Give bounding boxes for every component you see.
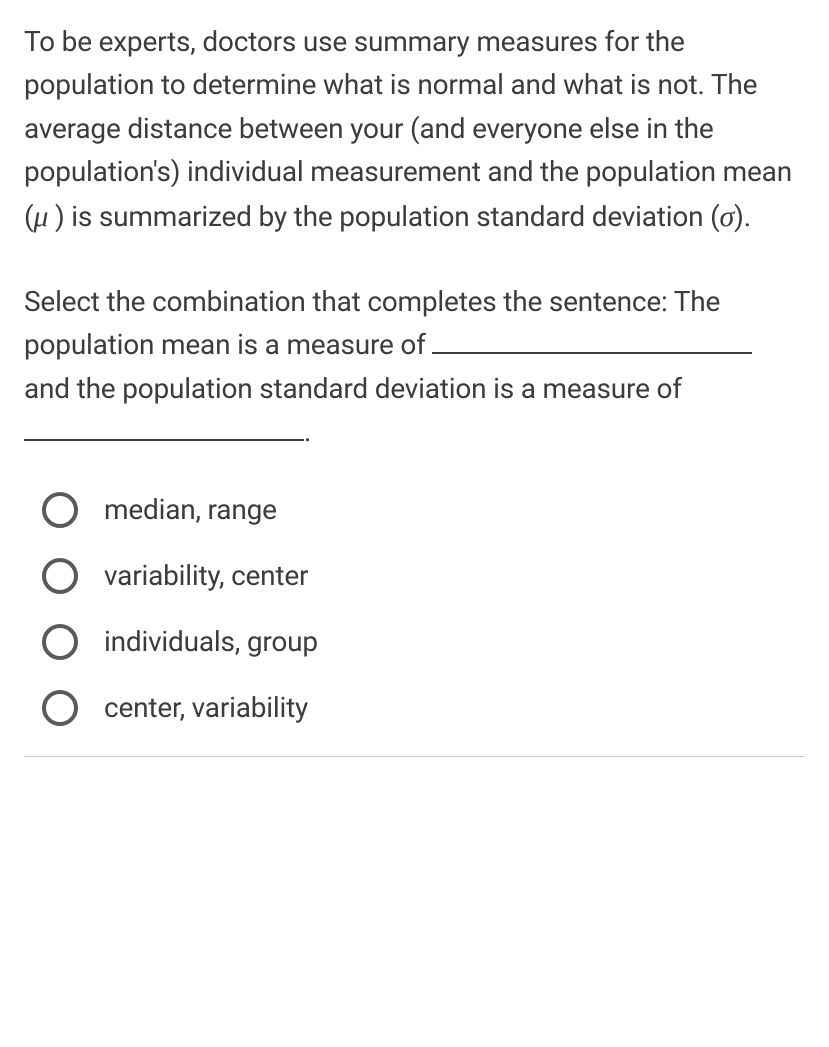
option-label: individuals, group xyxy=(104,625,318,658)
paragraph-text-2: ) is summarized by the population standa… xyxy=(48,200,719,233)
radio-icon xyxy=(42,690,78,726)
blank-1 xyxy=(432,324,752,355)
question-text: Select the combination that completes th… xyxy=(24,280,805,454)
radio-icon xyxy=(42,492,78,528)
mu-symbol: μ xyxy=(33,200,48,233)
radio-icon xyxy=(42,558,78,594)
option-3[interactable]: individuals, group xyxy=(42,624,805,660)
option-label: median, range xyxy=(104,493,277,526)
blank-2 xyxy=(24,410,304,441)
option-1[interactable]: median, range xyxy=(42,492,805,528)
sigma-symbol: σ xyxy=(720,200,735,233)
option-label: variability, center xyxy=(104,559,308,592)
paragraph-text-3: ). xyxy=(734,200,751,233)
option-4[interactable]: center, variability xyxy=(42,690,805,726)
question-period: . xyxy=(304,415,311,448)
radio-icon xyxy=(42,624,78,660)
options-group: median, range variability, center indivi… xyxy=(24,482,805,726)
option-label: center, variability xyxy=(104,691,308,724)
bottom-divider xyxy=(24,756,805,757)
question-part-2: and the population standard deviation is… xyxy=(24,372,682,405)
intro-paragraph: To be experts, doctors use summary measu… xyxy=(24,20,805,240)
option-2[interactable]: variability, center xyxy=(42,558,805,594)
